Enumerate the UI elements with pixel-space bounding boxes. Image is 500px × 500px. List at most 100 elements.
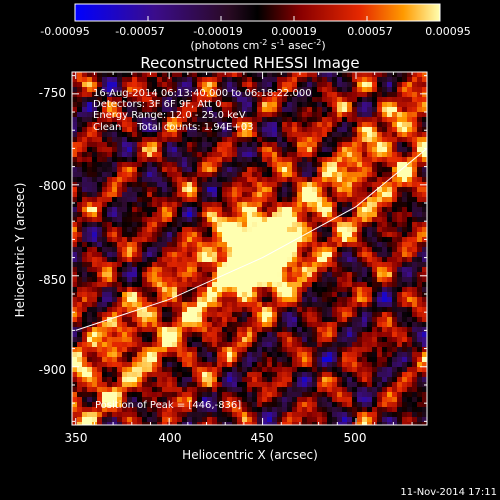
heatmap-cell (342, 97, 348, 103)
heatmap-cell (142, 317, 148, 323)
heatmap-cell (387, 102, 393, 108)
heatmap-cell (262, 302, 268, 308)
heatmap-cell (277, 402, 283, 408)
heatmap-cell (82, 412, 88, 418)
heatmap-cell (132, 312, 138, 318)
heatmap-cell (347, 327, 353, 333)
heatmap-cell (272, 222, 278, 228)
heatmap-cell (172, 152, 178, 158)
heatmap-cell (377, 282, 383, 288)
heatmap-cell (192, 117, 198, 123)
heatmap-cell (182, 322, 188, 328)
heatmap-cell (222, 137, 228, 143)
heatmap-cell (357, 337, 363, 343)
heatmap-cell (77, 177, 83, 183)
heatmap-cell (172, 247, 178, 253)
heatmap-cell (302, 337, 308, 343)
heatmap-cell (167, 297, 173, 303)
heatmap-cell (292, 412, 298, 418)
heatmap-cell (142, 407, 148, 413)
heatmap-cell (237, 302, 243, 308)
heatmap-cell (367, 372, 373, 378)
heatmap-cell (247, 367, 253, 373)
heatmap-cell (122, 287, 128, 293)
heatmap-cell (137, 87, 143, 93)
heatmap-cell (377, 352, 383, 358)
heatmap-cell (187, 137, 193, 143)
heatmap-cell (377, 92, 383, 98)
heatmap-cell (317, 177, 323, 183)
heatmap-cell (77, 147, 83, 153)
heatmap-cell (182, 152, 188, 158)
heatmap-cell (207, 397, 213, 403)
heatmap-cell (187, 267, 193, 273)
heatmap-cell (252, 377, 258, 383)
heatmap-cell (117, 242, 123, 248)
heatmap-cell (177, 97, 183, 103)
heatmap-cell (227, 267, 233, 273)
heatmap-cell (87, 382, 93, 388)
heatmap-cell (267, 127, 273, 133)
heatmap-cell (247, 347, 253, 353)
heatmap-cell (337, 227, 343, 233)
heatmap-cell (412, 102, 418, 108)
heatmap-cell (262, 347, 268, 353)
heatmap-cell (262, 142, 268, 148)
heatmap-cell (362, 167, 368, 173)
heatmap-cell (417, 282, 423, 288)
heatmap-cell (337, 277, 343, 283)
heatmap-cell (77, 237, 83, 243)
heatmap-cell (412, 142, 418, 148)
heatmap-cell (202, 392, 208, 398)
heatmap-cell (377, 212, 383, 218)
heatmap-cell (87, 252, 93, 258)
heatmap-cell (347, 322, 353, 328)
heatmap-cell (152, 147, 158, 153)
heatmap-cell (87, 77, 93, 83)
heatmap-cell (282, 122, 288, 128)
heatmap-cell (277, 192, 283, 198)
heatmap-cell (147, 232, 153, 238)
heatmap-cell (132, 317, 138, 323)
heatmap-cell (192, 167, 198, 173)
heatmap-cell (282, 107, 288, 113)
heatmap-cell (242, 237, 248, 243)
heatmap-cell (102, 72, 108, 78)
heatmap-cell (277, 232, 283, 238)
heatmap-cell (387, 402, 393, 408)
heatmap-cell (232, 272, 238, 278)
heatmap-cell (412, 312, 418, 318)
heatmap-cell (347, 77, 353, 83)
heatmap-cell (372, 162, 378, 168)
heatmap-cell (217, 137, 223, 143)
heatmap-cell (172, 142, 178, 148)
heatmap-cell (272, 417, 278, 423)
heatmap-cell (192, 172, 198, 178)
heatmap-cell (272, 287, 278, 293)
heatmap-cell (342, 217, 348, 223)
heatmap-cell (127, 77, 133, 83)
heatmap-cell (172, 272, 178, 278)
heatmap-cell (247, 167, 253, 173)
heatmap-cell (112, 252, 118, 258)
heatmap-cell (177, 152, 183, 158)
heatmap-cell (252, 317, 258, 323)
heatmap-cell (247, 192, 253, 198)
heatmap-cell (362, 177, 368, 183)
heatmap-cell (382, 147, 388, 153)
heatmap-cell (237, 372, 243, 378)
heatmap-cell (357, 177, 363, 183)
heatmap-cell (97, 77, 103, 83)
heatmap-cell (202, 207, 208, 213)
heatmap-cell (277, 247, 283, 253)
heatmap-cell (257, 192, 263, 198)
heatmap-cell (347, 132, 353, 138)
heatmap-cell (72, 132, 78, 138)
heatmap-cell (82, 232, 88, 238)
heatmap-cell (147, 97, 153, 103)
heatmap-cell (167, 117, 173, 123)
heatmap-cell (72, 302, 78, 308)
heatmap-cell (347, 102, 353, 108)
heatmap-cell (257, 407, 263, 413)
heatmap-cell (137, 132, 143, 138)
